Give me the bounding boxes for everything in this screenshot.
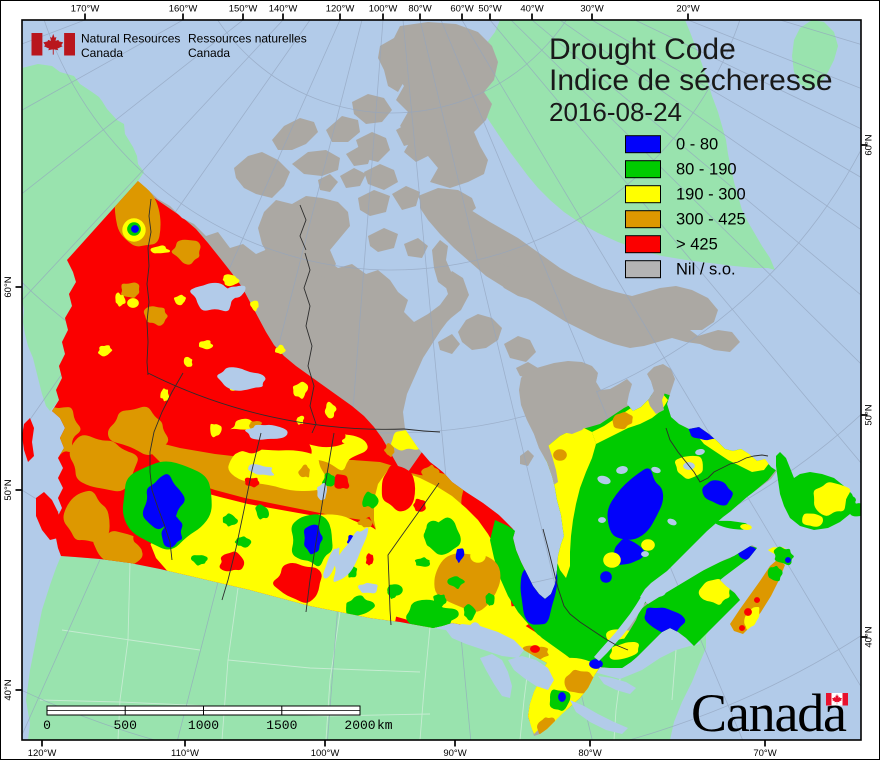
svg-text:Canada: Canada <box>691 683 847 743</box>
svg-text:50°N: 50°N <box>864 404 875 425</box>
svg-text:40°W: 40°W <box>520 4 543 15</box>
svg-text:100°W: 100°W <box>369 4 398 15</box>
svg-text:Natural Resources: Natural Resources <box>81 32 180 46</box>
svg-text:170°W: 170°W <box>71 4 100 15</box>
svg-text:50°N: 50°N <box>3 479 14 500</box>
svg-text:70°W: 70°W <box>753 748 776 759</box>
svg-text:40°N: 40°N <box>864 626 875 647</box>
svg-text:0 - 80: 0 - 80 <box>676 136 718 154</box>
svg-text:100°W: 100°W <box>311 748 340 759</box>
svg-text:90°W: 90°W <box>443 748 466 759</box>
svg-text:120°W: 120°W <box>28 748 57 759</box>
svg-text:190 - 300: 190 - 300 <box>676 186 746 204</box>
svg-text:60°N: 60°N <box>3 276 14 297</box>
svg-text:110°W: 110°W <box>171 748 199 759</box>
svg-text:Canada: Canada <box>188 46 230 60</box>
svg-text:160°W: 160°W <box>169 4 198 15</box>
svg-text:60°N: 60°N <box>864 134 875 155</box>
svg-text:500: 500 <box>113 718 136 733</box>
svg-text:Indice de sécheresse: Indice de sécheresse <box>549 64 833 97</box>
svg-text:Ressources naturelles: Ressources naturelles <box>188 32 307 46</box>
svg-text:Canada: Canada <box>81 46 123 60</box>
svg-text:Nil / s.o.: Nil / s.o. <box>676 261 736 279</box>
svg-text:80°W: 80°W <box>578 748 601 759</box>
svg-text:1500: 1500 <box>266 718 297 733</box>
svg-text:300 - 425: 300 - 425 <box>676 211 746 229</box>
svg-text:2000: 2000 <box>344 718 375 733</box>
svg-text:50°W: 50°W <box>478 4 501 15</box>
svg-text:140°W: 140°W <box>269 4 298 15</box>
svg-text:20°W: 20°W <box>676 4 699 15</box>
svg-text:150°W: 150°W <box>229 4 258 15</box>
svg-text:2016-08-24: 2016-08-24 <box>549 97 682 127</box>
svg-text:80°W: 80°W <box>408 4 431 15</box>
svg-text:60°W: 60°W <box>450 4 473 15</box>
svg-text:120°W: 120°W <box>326 4 355 15</box>
svg-text:km: km <box>377 718 393 733</box>
svg-text:1000: 1000 <box>188 718 219 733</box>
svg-text:30°W: 30°W <box>580 4 603 15</box>
svg-text:> 425: > 425 <box>676 236 718 254</box>
svg-text:40°N: 40°N <box>3 679 14 700</box>
svg-text:80 - 190: 80 - 190 <box>676 161 737 179</box>
svg-text:Drought Code: Drought Code <box>549 33 736 66</box>
svg-text:0: 0 <box>43 718 51 733</box>
